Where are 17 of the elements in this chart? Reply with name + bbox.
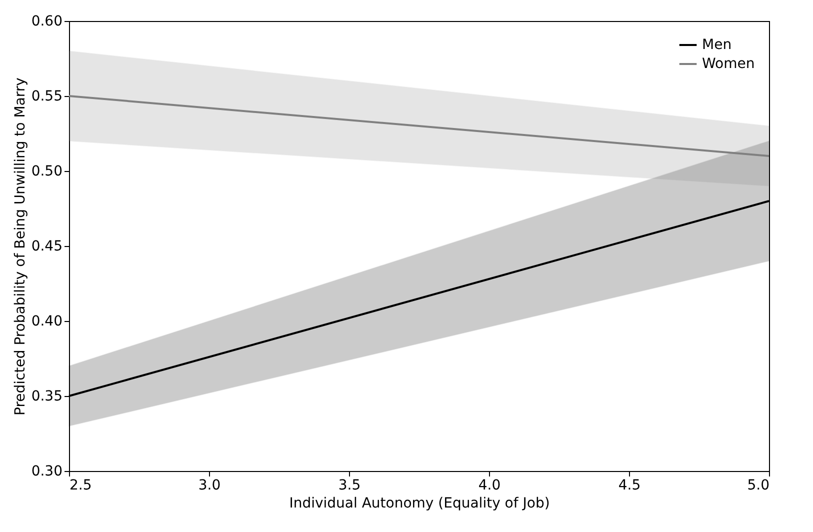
y-axis-title: Predicted Probability of Being Unwilling to Marry (12, 78, 28, 416)
y-tick-label: 0.40 (31, 314, 62, 330)
y-tick-label: 0.55 (31, 88, 62, 104)
x-tick-label: 3.0 (198, 478, 221, 494)
x-tick-label: 5.0 (747, 478, 770, 494)
x-tick-label: 4.5 (618, 478, 641, 494)
y-tick-label: 0.45 (31, 238, 62, 254)
y-tick-label: 0.30 (31, 464, 62, 480)
x-axis-title: Individual Autonomy (Equality of Job) (289, 496, 550, 512)
y-tick-label: 0.60 (31, 14, 62, 30)
y-tick-label: 0.35 (31, 388, 62, 404)
x-tick-label: 2.5 (70, 478, 92, 494)
x-tick-label: 4.0 (478, 478, 501, 494)
legend-label: Women (702, 56, 755, 72)
legend-label: Men (702, 37, 732, 53)
x-tick-label: 3.5 (338, 478, 361, 494)
y-tick-label: 0.50 (31, 164, 62, 180)
